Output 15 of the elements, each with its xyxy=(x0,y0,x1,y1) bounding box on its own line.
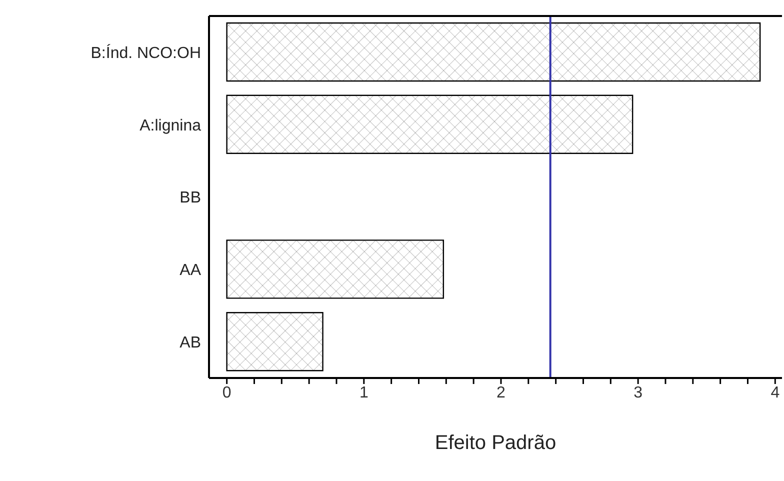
bar xyxy=(226,94,634,154)
bar xyxy=(226,22,761,82)
bar xyxy=(226,240,444,299)
y-tick-label: AB xyxy=(180,334,201,352)
x-tick-label: 3 xyxy=(634,384,643,402)
x-tick-label: 1 xyxy=(359,384,368,402)
y-tick-label: B:Índ. NCO:OH xyxy=(90,44,201,62)
x-axis-title: Efeito Padrão xyxy=(434,432,556,454)
bar xyxy=(226,312,324,372)
y-tick-label: BB xyxy=(180,190,201,207)
y-tick-label: A:lignina xyxy=(140,117,202,134)
x-tick-label: 4 xyxy=(770,384,780,402)
x-tick-label: 2 xyxy=(496,384,506,402)
y-tick-label: AA xyxy=(180,262,202,280)
x-tick-label: 0 xyxy=(222,384,232,402)
